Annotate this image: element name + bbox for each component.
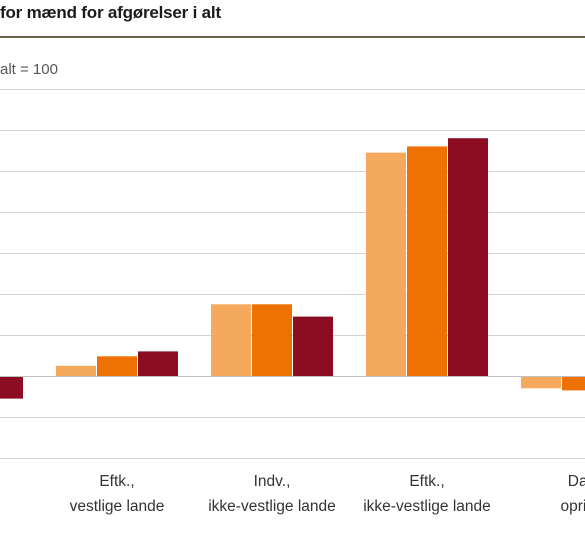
bar: [252, 304, 292, 377]
category-label: Eftk.,: [409, 473, 444, 490]
category-labels: leEftk.,vestlige landeIndv.,ikke-vestlig…: [70, 473, 585, 515]
category-label: vestlige lande: [70, 498, 165, 515]
bar: [562, 376, 585, 391]
chart-title: for mænd for afgørelser i alt: [0, 3, 221, 22]
bar: [448, 138, 488, 376]
bars: [0, 138, 585, 399]
category-label: Eftk.,: [99, 473, 134, 490]
category-label: ikke-vestlige lande: [208, 498, 336, 515]
bar: [138, 351, 178, 376]
bar: [366, 152, 406, 376]
bar: [521, 376, 561, 389]
bar: [56, 365, 96, 377]
title-rule: [0, 36, 585, 38]
category-label: Indv.,: [254, 473, 291, 490]
category-label: ikke-vestlige lande: [363, 498, 491, 515]
category-label: Dan: [568, 473, 585, 490]
category-label: oprind: [560, 498, 585, 515]
bar: [407, 146, 447, 376]
unit-label: alt = 100: [0, 61, 58, 78]
gridlines: [0, 89, 585, 459]
bar: [0, 376, 23, 399]
bar: [211, 304, 251, 377]
bar: [293, 316, 333, 376]
bar: [97, 356, 137, 376]
